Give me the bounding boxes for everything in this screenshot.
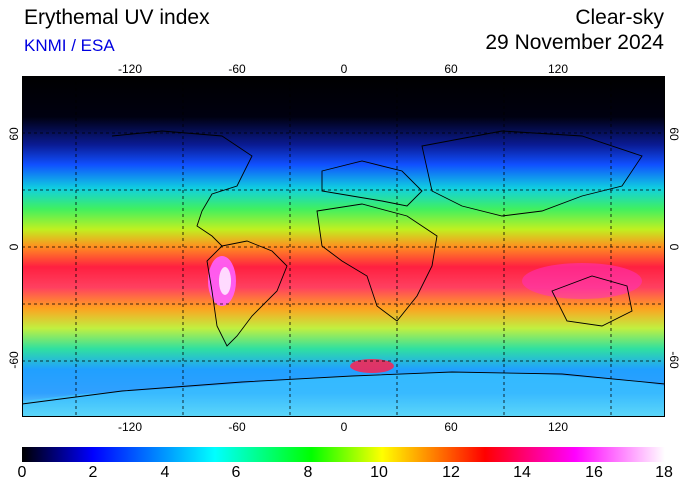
map-frame [22,76,665,417]
uv-field [22,76,665,417]
colorbar-label: 4 [160,464,170,481]
colorbar-label: 0 [17,464,27,481]
coast-south-america [206,240,288,347]
colorbar-label: 14 [513,464,531,481]
lon-tick-top: -60 [228,62,246,76]
colorbar-label: 10 [370,464,388,481]
graticule [22,76,665,417]
colorbar-label: 2 [88,464,98,481]
coast-australia [551,275,633,327]
colorbar-label: 6 [231,464,241,481]
lon-tick-top: 0 [340,62,348,76]
uv-hotspot-antarctic [350,359,394,373]
colorbar-gradient [22,447,665,462]
colorbar-label: 8 [303,464,313,481]
lat-tick-left: 0 [7,243,21,251]
uv-hotspot-australia [522,263,642,299]
coast-asia [421,130,643,217]
lon-tick-top: 60 [444,62,458,76]
map-date: 29 November 2024 [485,31,664,54]
lon-tick-bottom: -120 [117,420,143,434]
coast-north-america [111,130,253,247]
lat-tick-right: 60 [667,127,681,141]
lat-tick-left: 60 [7,127,21,141]
colorbar-label: 18 [655,464,673,481]
lat-tick-right: -60 [667,351,681,369]
lon-tick-bottom: 120 [547,420,569,434]
uv-colorbar [22,447,665,462]
lon-tick-top: 120 [547,62,569,76]
coast-antarctica [22,371,665,405]
data-source: KNMI / ESA [24,36,115,55]
uv-peak-andes [219,267,231,295]
lon-tick-bottom: 0 [340,420,348,434]
uv-index-map [22,76,665,417]
lon-tick-bottom: -60 [228,420,246,434]
coastlines [22,130,665,405]
lon-tick-top: -120 [117,62,143,76]
colorbar-label: 16 [585,464,603,481]
lat-tick-left: -60 [7,351,21,369]
sky-condition: Clear-sky [575,6,664,29]
coast-africa [316,203,438,322]
lon-tick-bottom: 60 [444,420,458,434]
coast-europe [321,160,423,207]
lat-tick-right: 0 [667,243,681,251]
map-title: Erythemal UV index [24,6,210,29]
colorbar-label: 12 [442,464,460,481]
